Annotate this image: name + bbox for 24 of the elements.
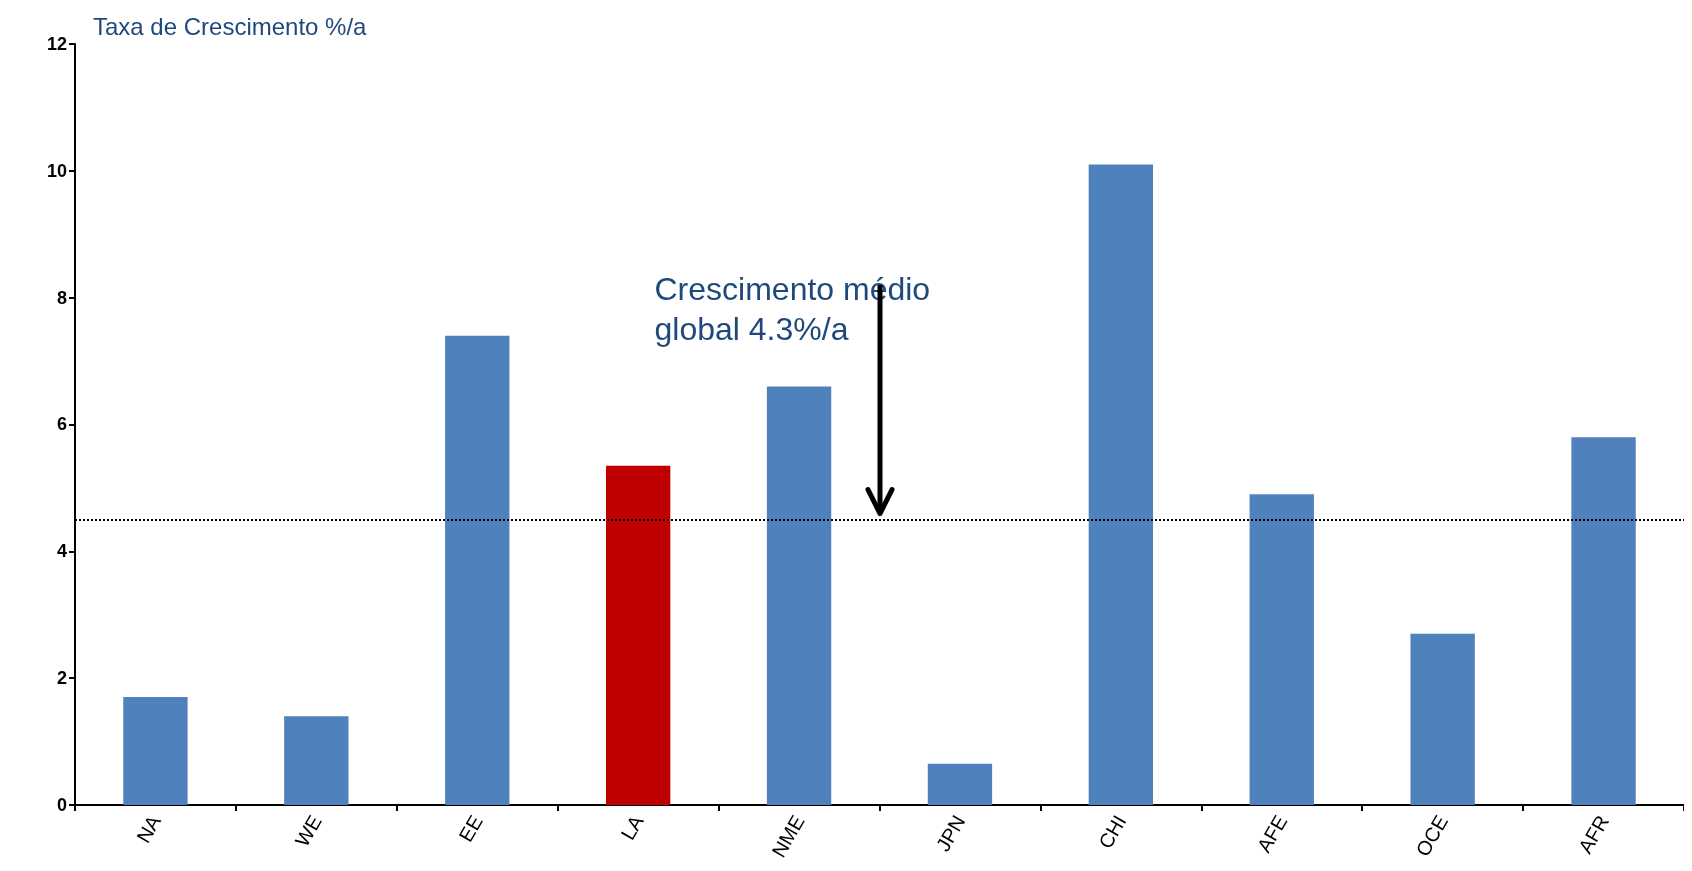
- y-tick-label: 6: [56, 414, 67, 435]
- y-tick-label: 2: [56, 668, 67, 689]
- y-tick-label: 8: [56, 287, 67, 308]
- bar: [605, 465, 671, 805]
- y-tick-label: 12: [46, 34, 67, 54]
- x-tick-label: CHI: [1094, 811, 1131, 853]
- bar: [927, 763, 993, 805]
- bar: [284, 716, 349, 805]
- x-tick-label: LA: [616, 810, 649, 844]
- bar: [1571, 437, 1636, 805]
- bar: [766, 386, 832, 805]
- y-tick-label: 10: [46, 160, 67, 181]
- x-tick-label: WE: [290, 811, 326, 851]
- annotation: Crescimento médio global 4.3%/a: [654, 271, 940, 348]
- x-tick-label: EE: [454, 811, 487, 846]
- y-tick-label: 0: [56, 794, 67, 815]
- x-tick-label: NA: [132, 810, 166, 847]
- y-tick-label: 4: [56, 541, 67, 562]
- y-axis-title: Taxa de Crescimento %/a: [93, 12, 368, 40]
- bar: [1410, 633, 1475, 805]
- bar: [445, 335, 510, 805]
- bar: [1088, 164, 1154, 805]
- bar: [1249, 494, 1314, 805]
- bar: [123, 697, 188, 805]
